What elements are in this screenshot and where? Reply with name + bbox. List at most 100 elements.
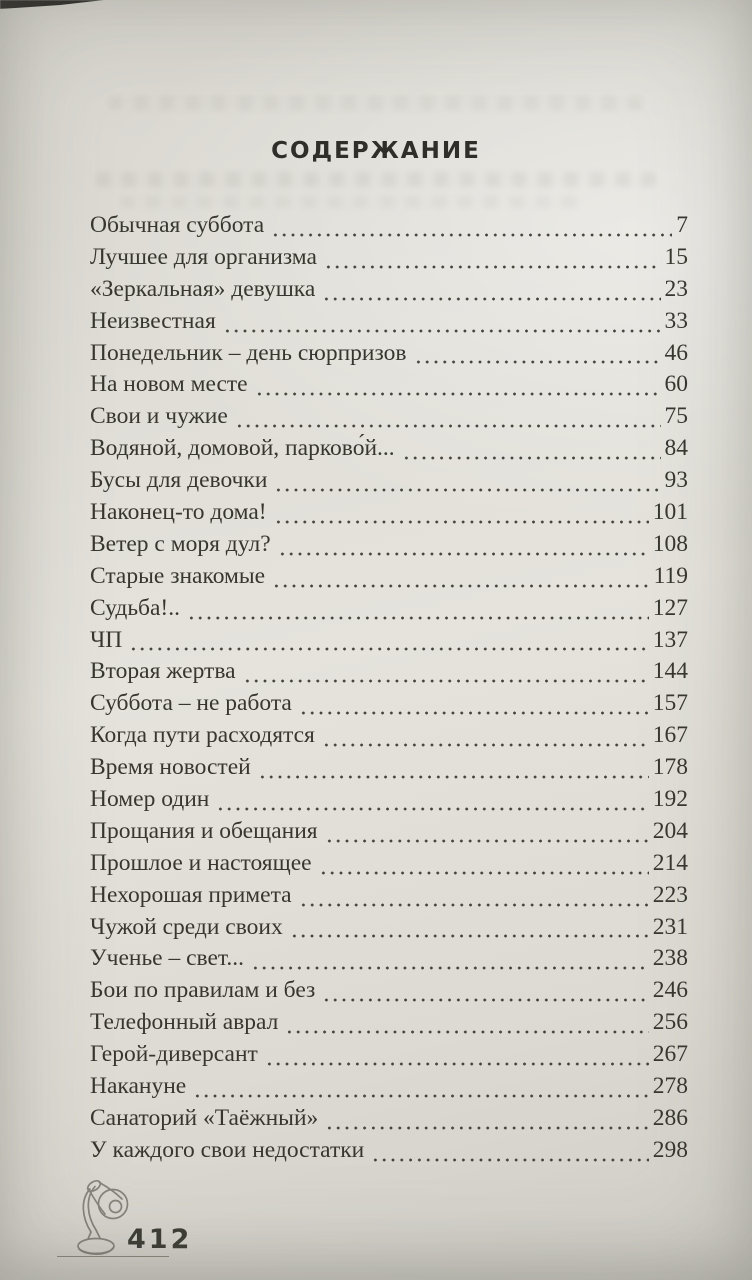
toc-entry-title: Неизвестная [90, 307, 216, 334]
toc-row: Неизвестная 33 [90, 308, 688, 340]
toc-entry-title: ЧП [90, 626, 123, 653]
toc-row: Когда пути расходятся 167 [90, 722, 688, 755]
toc-row: Прошлое и настоящее 214 [90, 850, 688, 882]
toc-entry-title: Бусы для девочки [90, 467, 268, 494]
toc-leader-dots [325, 1112, 649, 1137]
toc-entry-page: 15 [664, 243, 689, 270]
toc-entry-page: 214 [652, 849, 688, 876]
toc-row: Телефонный аврал 256 [90, 1009, 688, 1042]
toc-entry-title: Старые знакомые [90, 562, 266, 589]
toc-entry-title: Нехорошая примета [90, 881, 292, 908]
toc-leader-dots [289, 921, 649, 946]
toc-entry-title: Водяной, домовой, парково́й... [90, 435, 395, 462]
toc-entry-title: Судьба!.. [90, 594, 180, 621]
toc-entry-title: Прощания и обещания [90, 817, 318, 844]
toc-entry-page: 231 [652, 913, 688, 940]
toc-entry-page: 223 [652, 881, 688, 908]
toc-leader-dots [251, 953, 649, 978]
toc-row: Нехорошая примета 223 [90, 882, 688, 914]
footer-page-number: 412 [127, 1224, 193, 1255]
toc-leader-dots [318, 857, 649, 882]
toc-row: Лучшее для организма 15 [90, 244, 688, 276]
toc-leader-dots [242, 666, 649, 691]
toc-entry-title: Обычная суббота [90, 212, 265, 238]
toc-leader-dots [322, 985, 649, 1010]
toc-leader-dots [216, 793, 649, 818]
toc-entry-title: Телефонный аврал [90, 1009, 279, 1036]
toc-entry-page: 127 [652, 594, 688, 621]
toc-entry-title: Лучшее для организма [90, 243, 317, 270]
toc-entry-page: 178 [652, 754, 688, 781]
toc-leader-dots [257, 762, 649, 787]
toc-leader-dots [129, 634, 649, 659]
page-title: СОДЕРЖАНИЕ [271, 138, 481, 164]
toc-entry-title: Вторая жертва [90, 658, 236, 685]
toc-leader-dots [324, 825, 649, 850]
toc-row: Судьба!.. 127 [90, 595, 688, 627]
toc-row: Санаторий «Таёжный» 286 [90, 1105, 688, 1137]
toc-leader-dots [222, 315, 661, 340]
toc-entry-page: 256 [652, 1009, 688, 1036]
toc-entry-page: 93 [664, 467, 689, 494]
toc-entry-page: 101 [652, 499, 688, 526]
toc-row: На новом месте 60 [90, 371, 688, 404]
toc-row: Ветер с моря дул? 108 [90, 531, 688, 563]
toc-entry-title: «Зеркальная» девушка [90, 275, 316, 302]
toc-entry-title: Ветер с моря дул? [90, 530, 271, 557]
toc-row: Герой-диверсант 267 [90, 1041, 688, 1074]
toc-row: Бусы для девочки 93 [90, 467, 689, 500]
toc-entry-title: На новом месте [90, 371, 248, 398]
toc-entry-page: 23 [664, 275, 689, 302]
toc-entry-title: Ученье – свет... [90, 945, 245, 972]
toc-entry-title: Когда пути расходятся [90, 722, 315, 749]
toc-row: Водяной, домовой, парково́й... 84 [90, 435, 689, 468]
toc-entry-page: 246 [652, 977, 688, 1004]
toc-leader-dots [254, 379, 661, 404]
toc-entry-page: 119 [653, 562, 688, 589]
toc-list: Обычная суббота 7 Лучшее для организма 1… [90, 212, 688, 1169]
toc-entry-page: 192 [652, 786, 688, 813]
toc-entry-title: Санаторий «Таёжный» [90, 1104, 319, 1131]
toc-leader-dots [323, 251, 661, 276]
toc-leader-dots [234, 411, 661, 436]
toc-entry-page: 84 [664, 435, 689, 462]
toc-entry-title: Свои и чужие [90, 403, 228, 430]
toc-row: Вторая жертва 144 [90, 658, 688, 691]
toc-leader-dots [298, 698, 649, 723]
toc-entry-title: Прошлое и настоящее [90, 849, 312, 876]
toc-entry-title: Бои по правилам и без [90, 977, 316, 1004]
toc-entry-title: Накануне [90, 1073, 187, 1100]
toc-entry-page: 298 [652, 1136, 688, 1163]
toc-leader-dots [273, 506, 649, 531]
toc-row: Чужой среди своих 231 [90, 914, 688, 946]
toc-leader-dots [277, 538, 649, 563]
toc-entry-page: 204 [652, 817, 688, 844]
show-through-ghost [108, 96, 648, 110]
toc-row: Прощания и обещания 204 [90, 818, 688, 850]
toc-row: Накануне 278 [90, 1073, 688, 1105]
toc-leader-dots [285, 1017, 649, 1042]
toc-leader-dots [401, 443, 661, 468]
toc-row: У каждого свои недостатки 298 [90, 1137, 688, 1169]
toc-entry-page: 286 [652, 1104, 688, 1131]
toc-entry-page: 144 [652, 658, 688, 685]
toc-entry-page: 7 [676, 212, 688, 238]
toc-entry-title: Понедельник – день сюрпризов [90, 339, 407, 366]
toc-entry-page: 278 [652, 1073, 688, 1100]
show-through-ghost [120, 196, 580, 208]
toc-row: Время новостей 178 [90, 754, 688, 787]
toc-entry-title: Наконец-то дома! [90, 499, 267, 526]
toc-row: Понедельник – день сюрпризов 46 [90, 340, 688, 372]
toc-entry-page: 33 [664, 307, 689, 334]
toc-row: Номер один 192 [90, 786, 688, 818]
toc-entry-page: 167 [652, 722, 688, 749]
toc-leader-dots [371, 1144, 649, 1169]
toc-entry-page: 157 [652, 690, 688, 717]
toc-row: Старые знакомые 119 [90, 563, 688, 595]
toc-entry-title: Номер один [90, 786, 210, 813]
toc-row: ЧП 137 [90, 627, 688, 659]
toc-leader-dots [413, 347, 661, 372]
toc-leader-dots [321, 730, 649, 755]
toc-entry-page: 108 [652, 530, 688, 557]
